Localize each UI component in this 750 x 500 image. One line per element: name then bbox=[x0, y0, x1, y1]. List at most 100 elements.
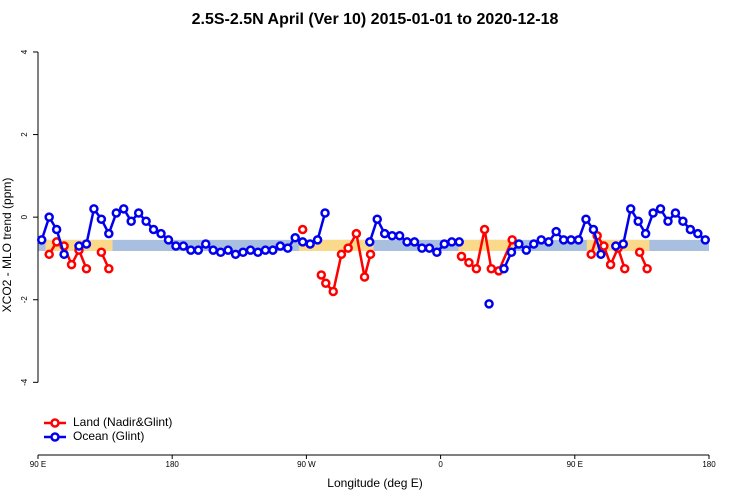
data-point bbox=[275, 241, 286, 251]
data-point bbox=[89, 204, 99, 214]
data-point bbox=[44, 249, 54, 260]
band bbox=[298, 239, 374, 252]
data-point bbox=[297, 224, 308, 235]
data-point bbox=[507, 235, 517, 245]
data-point bbox=[208, 245, 218, 255]
data-point bbox=[379, 228, 390, 239]
data-point bbox=[471, 264, 482, 274]
x-axis-label: Longitude (deg E) bbox=[327, 476, 422, 490]
chart-title: 2.5S-2.5N April (Ver 10) 2015-01-01 to 2… bbox=[192, 11, 559, 28]
data-point bbox=[305, 239, 315, 249]
data-point bbox=[104, 264, 114, 274]
x-tick-label: 90 E bbox=[567, 460, 583, 469]
data-point bbox=[178, 241, 189, 251]
legend-label: Ocean (Glint) bbox=[73, 429, 144, 443]
data-point bbox=[141, 216, 151, 227]
data-point bbox=[536, 235, 546, 245]
data-point bbox=[312, 235, 323, 245]
data-point bbox=[424, 243, 435, 253]
data-point bbox=[365, 249, 376, 260]
data-point bbox=[253, 247, 263, 257]
data-point bbox=[104, 228, 114, 239]
data-point bbox=[573, 235, 584, 245]
y-tick-label: 4 bbox=[20, 49, 29, 54]
data-point bbox=[409, 237, 420, 247]
data-point bbox=[59, 249, 69, 260]
data-point bbox=[486, 264, 497, 274]
data-point bbox=[663, 216, 673, 227]
data-point bbox=[642, 264, 652, 274]
data-point bbox=[156, 228, 166, 239]
data-point bbox=[201, 239, 211, 249]
data-point bbox=[328, 286, 338, 297]
legend-marker bbox=[50, 432, 60, 442]
data-point bbox=[447, 237, 457, 247]
data-point bbox=[456, 251, 467, 262]
x-tick-label: 0 bbox=[438, 460, 443, 469]
legend-label: Land (Nadir&Glint) bbox=[73, 415, 172, 429]
data-point bbox=[499, 264, 509, 274]
y-tick-label: 0 bbox=[20, 214, 29, 219]
data-point bbox=[479, 224, 490, 235]
data-point bbox=[245, 245, 256, 255]
data-point bbox=[186, 245, 196, 255]
data-point bbox=[394, 230, 405, 241]
data-point bbox=[558, 235, 569, 245]
data-point bbox=[464, 257, 474, 268]
data-point bbox=[640, 228, 651, 239]
data-point bbox=[336, 249, 347, 260]
data-point bbox=[126, 216, 136, 227]
data-point bbox=[543, 237, 554, 247]
data-point bbox=[36, 235, 47, 245]
data-point bbox=[596, 249, 606, 260]
data-point bbox=[320, 208, 330, 218]
data-point bbox=[387, 230, 397, 241]
data-point bbox=[118, 204, 129, 214]
data-point bbox=[514, 239, 524, 249]
data-point bbox=[81, 264, 92, 274]
data-point bbox=[484, 299, 494, 309]
data-point bbox=[625, 204, 636, 214]
data-point bbox=[193, 245, 204, 255]
data-point bbox=[321, 278, 331, 288]
data-point bbox=[521, 245, 532, 255]
legend-marker bbox=[50, 418, 60, 428]
data-point bbox=[290, 233, 300, 243]
data-point bbox=[551, 226, 561, 237]
data-point bbox=[316, 270, 327, 280]
data-point bbox=[372, 214, 382, 224]
data-point bbox=[588, 224, 599, 235]
data-point bbox=[700, 235, 711, 245]
data-point bbox=[223, 245, 233, 255]
data-point bbox=[693, 228, 703, 239]
data-point bbox=[283, 243, 293, 253]
x-tick-label: 180 bbox=[702, 460, 716, 469]
data-point bbox=[633, 216, 643, 227]
data-point bbox=[599, 241, 609, 251]
data-point bbox=[402, 237, 412, 247]
data-point bbox=[432, 247, 442, 257]
data-point bbox=[417, 243, 427, 253]
data-point bbox=[44, 212, 54, 222]
data-point bbox=[268, 245, 278, 255]
data-point bbox=[506, 247, 517, 257]
data-point bbox=[605, 259, 616, 270]
data-point bbox=[670, 208, 681, 218]
data-point bbox=[238, 247, 248, 257]
series-line bbox=[48, 229, 649, 295]
data-point bbox=[96, 214, 107, 224]
data-point bbox=[618, 239, 629, 249]
data-point bbox=[351, 228, 362, 239]
data-point bbox=[230, 249, 241, 260]
data-point bbox=[678, 216, 688, 227]
y-tick-label: -4 bbox=[20, 378, 29, 386]
data-point bbox=[111, 208, 122, 218]
data-point bbox=[685, 224, 696, 235]
data-point bbox=[439, 239, 450, 249]
data-point bbox=[51, 224, 62, 235]
data-point bbox=[215, 247, 226, 257]
data-point bbox=[148, 224, 159, 235]
data-point bbox=[365, 237, 375, 247]
